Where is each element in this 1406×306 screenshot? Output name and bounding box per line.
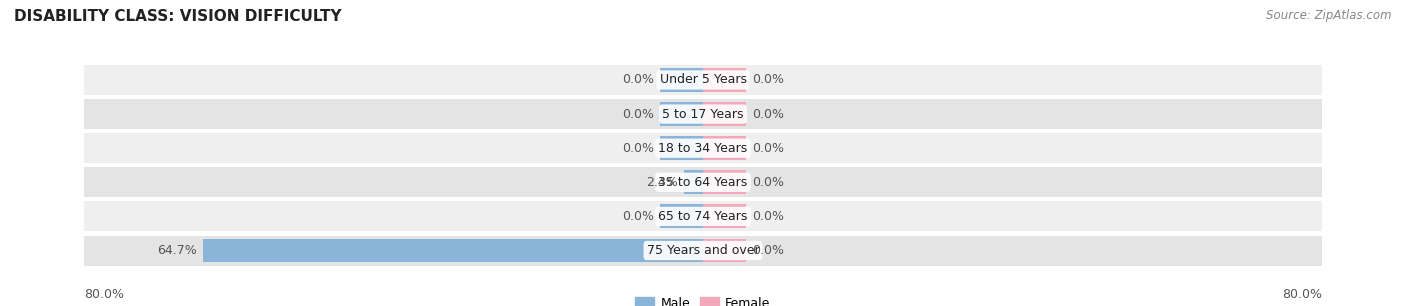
Text: 0.0%: 0.0% bbox=[752, 73, 783, 87]
Bar bbox=[84, 167, 1322, 197]
Text: 80.0%: 80.0% bbox=[1282, 288, 1322, 300]
Bar bbox=[703, 204, 745, 228]
Bar bbox=[661, 102, 703, 126]
Bar bbox=[703, 239, 745, 263]
Text: 0.0%: 0.0% bbox=[623, 142, 654, 155]
Text: 65 to 74 Years: 65 to 74 Years bbox=[658, 210, 748, 223]
Bar bbox=[703, 102, 745, 126]
Text: 5 to 17 Years: 5 to 17 Years bbox=[662, 108, 744, 121]
Bar bbox=[84, 133, 1322, 163]
Text: 0.0%: 0.0% bbox=[752, 108, 783, 121]
Bar bbox=[202, 239, 703, 263]
Text: 0.0%: 0.0% bbox=[623, 108, 654, 121]
Text: 64.7%: 64.7% bbox=[156, 244, 197, 257]
Bar bbox=[703, 68, 745, 92]
Bar bbox=[661, 68, 703, 92]
Bar bbox=[84, 99, 1322, 129]
Bar bbox=[703, 170, 745, 194]
Bar bbox=[661, 204, 703, 228]
Text: 0.0%: 0.0% bbox=[752, 244, 783, 257]
Text: 0.0%: 0.0% bbox=[623, 73, 654, 87]
Bar bbox=[84, 201, 1322, 231]
Bar bbox=[84, 65, 1322, 95]
Text: 18 to 34 Years: 18 to 34 Years bbox=[658, 142, 748, 155]
Bar bbox=[685, 170, 703, 194]
Text: 2.4%: 2.4% bbox=[647, 176, 678, 189]
Text: 0.0%: 0.0% bbox=[752, 142, 783, 155]
Text: 0.0%: 0.0% bbox=[623, 210, 654, 223]
Text: 0.0%: 0.0% bbox=[752, 210, 783, 223]
Text: 80.0%: 80.0% bbox=[84, 288, 124, 300]
Text: Source: ZipAtlas.com: Source: ZipAtlas.com bbox=[1267, 9, 1392, 22]
Bar bbox=[703, 136, 745, 160]
Text: Under 5 Years: Under 5 Years bbox=[659, 73, 747, 87]
Bar bbox=[661, 136, 703, 160]
Text: 0.0%: 0.0% bbox=[752, 176, 783, 189]
Text: 75 Years and over: 75 Years and over bbox=[647, 244, 759, 257]
Text: DISABILITY CLASS: VISION DIFFICULTY: DISABILITY CLASS: VISION DIFFICULTY bbox=[14, 9, 342, 24]
Legend: Male, Female: Male, Female bbox=[630, 292, 776, 306]
Text: 35 to 64 Years: 35 to 64 Years bbox=[658, 176, 748, 189]
Bar bbox=[84, 236, 1322, 266]
